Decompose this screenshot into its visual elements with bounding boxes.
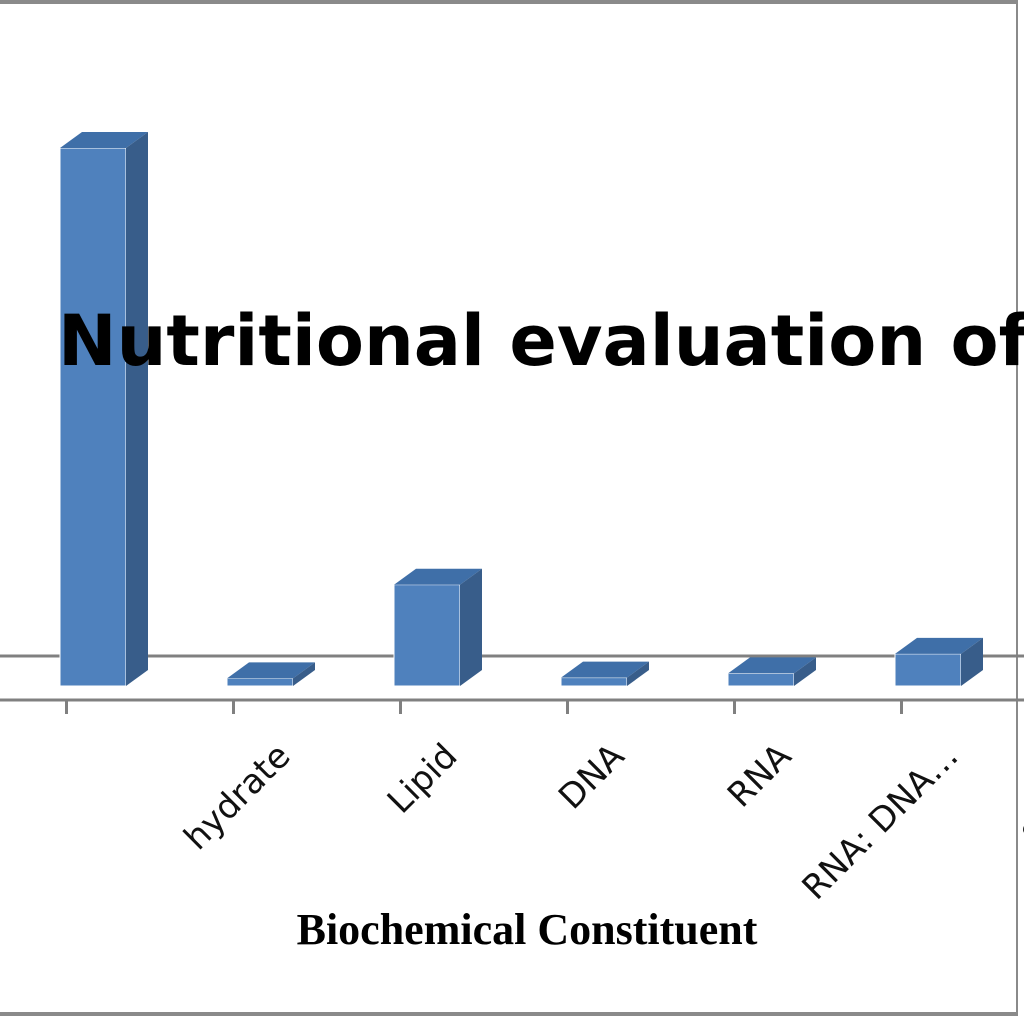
x-tick-label: RNA	[720, 736, 799, 815]
bar-top	[728, 657, 816, 674]
bar-top	[60, 132, 148, 148]
chart-title: Nutritional evaluation of Hil	[58, 300, 1024, 382]
x-tick-label: RNA: DNA…	[795, 736, 967, 908]
bar-side	[627, 661, 649, 686]
x-tick-label: DNA	[551, 736, 632, 817]
bar-side	[126, 132, 148, 686]
bar-front	[894, 653, 962, 687]
bars-layer	[59, 132, 983, 687]
bar-front	[560, 677, 628, 687]
bar-rna-dna-ratio	[894, 637, 983, 687]
bar-top	[394, 568, 482, 585]
bar-front	[59, 147, 127, 687]
x-tick-label: Sodium	[1015, 736, 1024, 855]
bar-top	[561, 661, 649, 678]
bar-top	[227, 662, 315, 679]
bar-dna	[560, 661, 649, 687]
x-tick-label: hydrate	[177, 736, 299, 858]
bar-rna	[727, 657, 816, 687]
bar-front	[393, 584, 461, 687]
bar-side	[460, 568, 482, 686]
x-axis-label: Biochemical Constituent	[297, 905, 758, 954]
bar-side	[961, 637, 983, 686]
bar-protein	[59, 132, 148, 687]
bar-side	[794, 657, 816, 686]
x-tick-label: Lipid	[380, 736, 466, 822]
axis-layer	[0, 654, 1024, 714]
bar-front	[226, 677, 294, 687]
bar-carbohydrate	[226, 662, 315, 687]
bar-front	[727, 672, 795, 687]
bar-side	[293, 662, 315, 686]
bar-lipid	[393, 568, 482, 687]
bar-top	[895, 637, 983, 654]
